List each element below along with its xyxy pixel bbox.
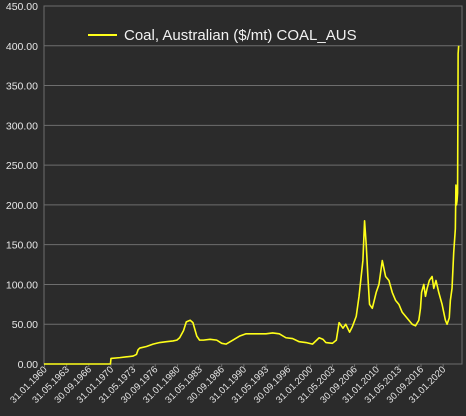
y-tick-label: 50.00 [12, 319, 38, 331]
legend-label: Coal, Australian ($/mt) COAL_AUS [124, 27, 357, 44]
y-tick-label: 0.00 [18, 359, 39, 371]
y-tick-label: 400.00 [6, 41, 38, 53]
y-tick-label: 450.00 [6, 1, 38, 13]
y-tick-label: 300.00 [6, 120, 38, 132]
gridlines [44, 45, 462, 325]
y-tick-label: 250.00 [6, 160, 38, 172]
plot-area [43, 5, 463, 365]
series-line-coal-australian [44, 45, 460, 365]
x-axis-ticks: 31.01.196031.05.196330.09.196631.01.1970… [8, 364, 448, 406]
series-lines [44, 45, 460, 365]
y-tick-label: 200.00 [6, 200, 38, 212]
y-tick-label: 150.00 [6, 240, 38, 252]
y-tick-label: 100.00 [6, 279, 38, 291]
legend: Coal, Australian ($/mt) COAL_AUS [88, 27, 357, 44]
y-tick-label: 350.00 [6, 81, 38, 93]
y-axis-ticks: 0.00 50.00 100.00 150.00 200.00 250.00 300.00 3… [6, 1, 38, 371]
